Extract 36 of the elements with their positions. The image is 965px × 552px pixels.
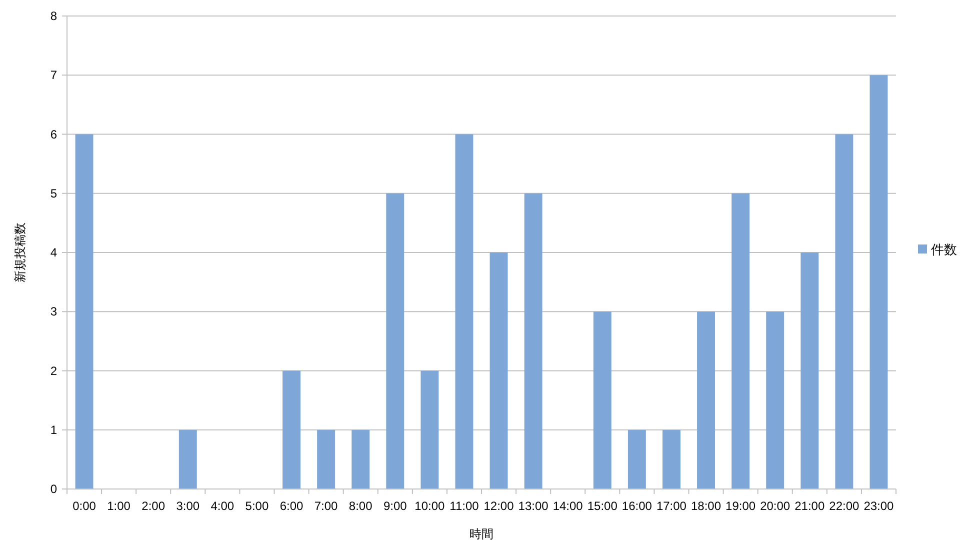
- xtick-label: 3:00: [176, 499, 200, 513]
- xtick-label: 12:00: [484, 499, 514, 513]
- ytick-label: 1: [50, 422, 57, 437]
- xtick-label: 10:00: [414, 499, 445, 513]
- ytick-label: 2: [50, 364, 57, 378]
- xtick-label: 1:00: [107, 499, 130, 513]
- ytick-label: 0: [50, 482, 57, 496]
- xtick-label: 4:00: [210, 499, 234, 513]
- ytick-label: 4: [50, 246, 57, 260]
- xtick-label: 14:00: [552, 499, 583, 513]
- xtick-label: 2:00: [142, 499, 166, 513]
- xtick-label: 21:00: [794, 499, 825, 513]
- ytick-label: 8: [50, 9, 57, 23]
- xtick-label: 6:00: [280, 499, 304, 513]
- ytick-label: 5: [50, 186, 57, 200]
- xlabel: 時間: [470, 527, 494, 541]
- xtick-label: 13:00: [518, 499, 548, 513]
- xtick-label: 11:00: [450, 499, 479, 513]
- ytick-label: 7: [50, 68, 57, 82]
- xtick-label: 8:00: [348, 499, 372, 513]
- xtick-label: 20:00: [760, 499, 790, 513]
- xtick-label: 16:00: [622, 499, 652, 513]
- xtick-label: 17:00: [656, 499, 686, 513]
- xtick-label: 0:00: [72, 499, 96, 513]
- xtick-label: 23:00: [864, 499, 894, 513]
- ytick-label: 6: [50, 127, 57, 142]
- xtick-label: 19:00: [726, 499, 756, 513]
- ytick-label: 3: [50, 304, 57, 319]
- xtick-label: 15:00: [587, 499, 618, 513]
- xtick-label: 18:00: [691, 499, 722, 513]
- xtick-label: 22:00: [829, 499, 860, 513]
- ylabel: 新規投稿数: [13, 222, 27, 282]
- xtick-label: 7:00: [314, 499, 338, 513]
- xtick-label: 5:00: [245, 499, 269, 513]
- legend-label: 件数: [931, 242, 957, 257]
- xtick-label: 9:00: [383, 499, 407, 513]
